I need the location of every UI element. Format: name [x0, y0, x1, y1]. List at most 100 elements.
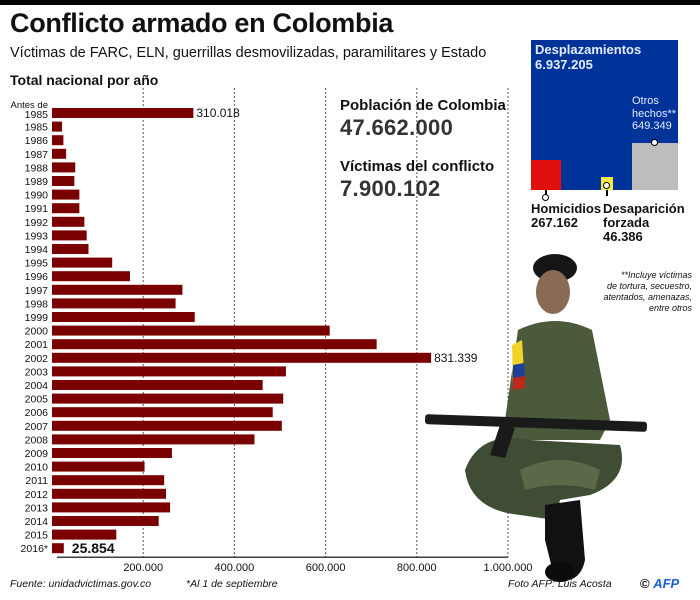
data-labels: 310.018 831.339 25.854	[72, 106, 478, 556]
category-label: 1993	[25, 230, 49, 242]
category-label: 2003	[25, 366, 49, 378]
source-note: Fuente: unidadvictimas.gov.co	[10, 578, 152, 590]
category-label: 2005	[25, 394, 49, 406]
category-label: 2010	[25, 462, 49, 474]
category-label: 2006	[25, 407, 49, 419]
category-label: 2007	[25, 421, 49, 433]
bar	[52, 108, 194, 118]
desaparicion-label-1: Desaparición	[603, 201, 685, 216]
page-subtitle: Víctimas de FARC, ELN, guerrillas desmov…	[10, 45, 487, 61]
bar	[52, 216, 85, 227]
desaparicion-pin-icon	[603, 182, 610, 189]
category-label: 1998	[25, 298, 49, 310]
bar	[52, 189, 80, 200]
population-value: 47.662.000	[340, 115, 454, 140]
bar	[52, 203, 80, 214]
bar	[52, 352, 432, 363]
afp-brand: AFP	[653, 576, 680, 591]
category-label: 2014	[25, 516, 49, 528]
x-axis: 200.000 400.000 600.000 800.000 1.000.000	[57, 556, 533, 574]
homicidios-label: Homicidios	[531, 201, 602, 216]
otros-block: Otros hechos** 649.349	[632, 95, 676, 133]
homicidios-pin-line	[545, 190, 547, 196]
otros-label-1: Otros	[632, 95, 659, 107]
category-label: 2015	[25, 530, 49, 542]
homicidios-square	[531, 160, 561, 190]
category-label: 1985	[25, 122, 49, 134]
footnote-otros: **Incluye víctimas de tortura, secuestro…	[582, 270, 692, 314]
bar	[52, 516, 159, 526]
x-tick-label: 400.000	[215, 562, 255, 574]
bar	[52, 366, 286, 377]
category-label: 2008	[25, 434, 49, 446]
bar	[52, 230, 87, 241]
victims-breakdown-box: Desplazamientos 6.937.205 Otros hechos**…	[531, 40, 678, 190]
bar	[52, 121, 63, 132]
bar	[52, 448, 172, 458]
bar	[52, 257, 113, 268]
bar	[52, 461, 145, 472]
category-label: 2002	[25, 353, 49, 365]
afp-logo: © AFP	[640, 576, 679, 591]
category-label: 2000	[25, 326, 49, 338]
category-label: 1995	[25, 258, 49, 270]
homicidios-pin-icon	[542, 194, 549, 201]
desaparicion-block: Desaparición forzada 46.386	[603, 202, 685, 244]
bar	[52, 325, 330, 336]
victims-value: 7.900.102	[340, 176, 441, 201]
category-label: 2011	[25, 475, 48, 487]
data-label: 310.018	[196, 106, 240, 120]
category-label: Antes de	[11, 100, 49, 111]
homicidios-block: Homicidios 267.162	[531, 202, 601, 230]
bar	[52, 298, 176, 309]
bar	[52, 543, 64, 554]
homicidios-value: 267.162	[531, 215, 578, 230]
category-label: 1988	[25, 162, 49, 174]
category-label: 1999	[25, 312, 49, 324]
desplazamientos-block: Desplazamientos 6.937.205	[535, 42, 641, 72]
photo-credit: Foto AFP: Luis Acosta	[508, 578, 612, 590]
note-line-4: entre otros	[648, 303, 692, 313]
x-tick-label: 1.000.000	[484, 562, 533, 574]
data-label: 25.854	[72, 540, 115, 556]
bar	[52, 380, 263, 390]
victims-label: Víctimas del conflicto	[340, 158, 495, 175]
category-label: 1990	[25, 190, 49, 202]
bar	[52, 502, 171, 513]
bar	[52, 162, 76, 173]
category-label: 2012	[25, 489, 49, 501]
population-label: Población de Colombia	[340, 97, 506, 114]
bar	[52, 393, 284, 404]
otros-label-2: hechos**	[632, 107, 677, 120]
bar	[52, 529, 117, 540]
category-label: 1996	[25, 271, 49, 283]
otros-pin-icon	[651, 139, 658, 146]
bar	[52, 284, 183, 295]
bars	[52, 108, 432, 554]
category-label: 1985	[25, 109, 49, 121]
bar	[52, 475, 165, 486]
bar	[52, 271, 130, 282]
category-label: 2009	[25, 448, 49, 460]
bar	[52, 434, 255, 445]
category-label: 1994	[25, 244, 49, 256]
otros-value: 649.349	[632, 120, 672, 132]
category-label: 1997	[25, 285, 49, 297]
note-line-3: atentados, amenazas,	[603, 292, 692, 302]
chart-title: Total nacional por año	[10, 72, 159, 88]
top-bar	[0, 0, 700, 5]
x-tick-label: 800.000	[397, 562, 437, 574]
bar	[52, 420, 282, 431]
bar	[52, 244, 89, 254]
category-label: 2013	[25, 502, 49, 514]
category-label: 2001	[25, 339, 49, 351]
desaparicion-value: 46.386	[603, 229, 643, 244]
page-title: Conflicto armado en Colombia	[10, 8, 394, 38]
note-line-2: de tortura, secuestro,	[606, 281, 692, 291]
bar	[52, 148, 67, 159]
x-tick-label: 200.000	[123, 562, 163, 574]
desaparicion-pin-line	[606, 190, 608, 196]
data-label: 831.339	[434, 351, 478, 365]
category-label: 1991	[25, 203, 49, 215]
